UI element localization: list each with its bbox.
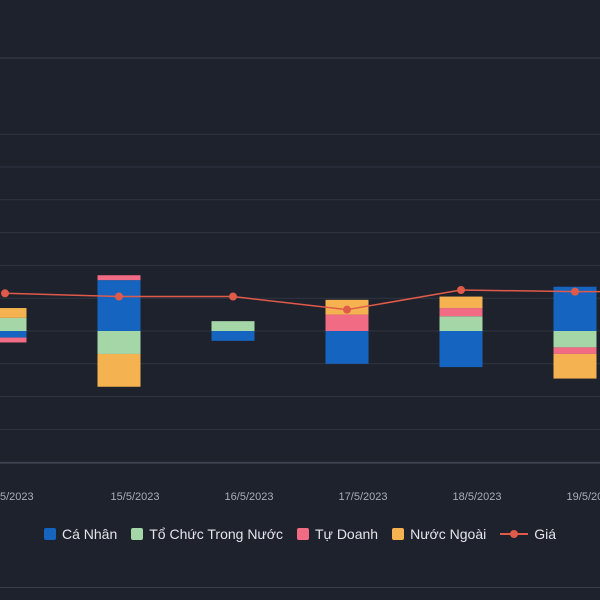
bar-segment[interactable] (439, 331, 483, 368)
legend-item-gia[interactable]: Giá (500, 526, 556, 542)
x-tick-labels: 5/2023 15/5/2023 16/5/2023 17/5/2023 18/5/20… (0, 491, 600, 503)
bar-segment[interactable] (439, 296, 483, 309)
price-line-layer (1, 286, 600, 314)
x-tick-label: 16/5/2023 (225, 491, 274, 503)
bar-segment[interactable] (211, 321, 255, 331)
bar-segment[interactable] (325, 314, 369, 331)
legend-label-nuoc-ngoai: Nước Ngoài (410, 526, 487, 542)
bar-segment[interactable] (97, 275, 141, 281)
bar-segment[interactable] (553, 353, 597, 379)
legend-swatch-to-chuc-trong-nuoc (131, 528, 144, 540)
price-point[interactable] (115, 292, 123, 301)
bar-segment[interactable] (553, 347, 597, 354)
bar-segment[interactable] (439, 316, 483, 331)
bar-segment[interactable] (97, 331, 141, 354)
bottom-divider (0, 587, 600, 588)
grid-layer (0, 57, 600, 464)
legend-swatch-ca-nhan (43, 528, 56, 540)
bar-segment[interactable] (439, 308, 483, 317)
bar-segment[interactable] (97, 280, 141, 331)
legend-swatch-nuoc-ngoai (392, 528, 405, 540)
bar-segment[interactable] (0, 317, 27, 331)
price-point[interactable] (343, 305, 351, 314)
legend-item-to-chuc-trong-nuoc[interactable]: Tổ Chức Trong Nước (131, 526, 283, 542)
legend-label-to-chuc-trong-nuoc: Tổ Chức Trong Nước (149, 526, 283, 542)
legend-item-ca-nhan[interactable]: Cá Nhân (43, 526, 118, 542)
price-point[interactable] (1, 289, 9, 298)
x-tick-label: 15/5/2023 (111, 491, 160, 503)
legend-label-tu-doanh: Tự Doanh (315, 526, 379, 542)
bar-segment[interactable] (553, 331, 597, 348)
bar-segment[interactable] (97, 353, 141, 387)
price-point[interactable] (571, 287, 579, 296)
bar-segment[interactable] (0, 308, 27, 318)
legend-swatch-tu-doanh (297, 528, 309, 540)
bar-segment[interactable] (211, 331, 255, 341)
x-tick-label: 17/5/2023 (339, 491, 388, 503)
legend-swatch-gia (500, 528, 529, 540)
bar-segment[interactable] (325, 331, 369, 364)
x-tick-label: 18/5/2023 (453, 491, 502, 503)
legend-label-ca-nhan: Cá Nhân (61, 526, 118, 542)
bar-segment[interactable] (0, 337, 27, 343)
x-tick-label: 5/2023 (0, 491, 34, 503)
legend: Cá Nhân Tổ Chức Trong Nước Tự Doanh Nước… (0, 526, 600, 542)
x-tick-label: 19/5/2023 (567, 491, 600, 503)
legend-label-gia: Giá (534, 526, 557, 542)
bars-layer (0, 275, 597, 387)
price-line (4, 289, 600, 311)
bar-segment[interactable] (0, 331, 27, 338)
legend-item-nuoc-ngoai[interactable]: Nước Ngoài (392, 526, 486, 542)
legend-item-tu-doanh[interactable]: Tự Doanh (297, 526, 378, 542)
price-point[interactable] (457, 286, 465, 294)
price-point[interactable] (229, 292, 237, 301)
